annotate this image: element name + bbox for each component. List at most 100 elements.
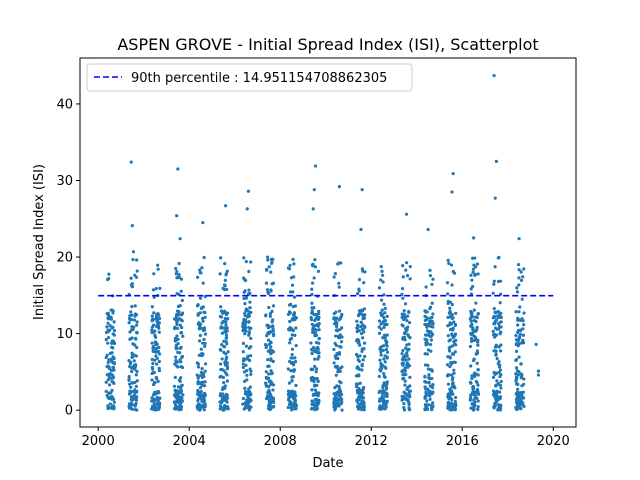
data-point <box>106 341 110 345</box>
data-point <box>245 378 249 382</box>
data-point <box>129 360 133 364</box>
data-point <box>332 400 336 404</box>
data-point <box>359 325 363 329</box>
data-point <box>450 332 454 336</box>
data-point <box>453 399 457 404</box>
data-point <box>242 320 246 324</box>
data-point <box>431 332 435 336</box>
data-point <box>400 287 405 291</box>
data-point <box>493 310 497 314</box>
data-point <box>381 383 385 388</box>
data-point <box>107 383 112 387</box>
data-point <box>129 337 133 341</box>
data-point <box>383 360 387 364</box>
data-point <box>201 328 206 333</box>
data-point <box>493 322 497 326</box>
data-point <box>402 395 406 399</box>
data-point <box>472 404 476 408</box>
data-point <box>520 297 524 301</box>
data-point <box>453 360 457 364</box>
data-point <box>247 358 251 362</box>
data-point <box>179 376 183 380</box>
data-point <box>197 339 202 343</box>
data-point <box>110 358 114 362</box>
data-point <box>431 277 435 281</box>
data-point <box>497 324 502 329</box>
data-point <box>104 389 108 393</box>
data-point <box>428 273 433 278</box>
data-point <box>268 314 272 318</box>
data-point <box>177 261 181 266</box>
data-point <box>468 398 472 402</box>
data-point <box>406 325 410 329</box>
data-point <box>313 364 317 369</box>
data-point <box>381 403 386 407</box>
data-point <box>516 404 520 408</box>
data-point <box>428 268 432 272</box>
data-point <box>517 370 521 374</box>
data-point <box>309 318 314 322</box>
data-point <box>154 347 158 351</box>
data-point <box>174 345 178 349</box>
data-point <box>151 346 155 351</box>
data-point <box>175 334 179 338</box>
data-point <box>362 407 366 412</box>
data-point <box>105 325 109 329</box>
data-point <box>454 338 458 342</box>
data-point <box>263 342 268 347</box>
data-point <box>202 255 206 260</box>
data-point <box>476 407 480 411</box>
data-point <box>249 310 253 315</box>
data-point <box>357 289 361 293</box>
data-point <box>317 309 321 313</box>
data-point <box>269 407 273 411</box>
data-point <box>377 286 382 290</box>
data-point <box>249 326 253 331</box>
data-point <box>223 384 227 388</box>
data-point <box>264 396 269 401</box>
data-point <box>333 354 337 358</box>
data-point <box>316 269 321 273</box>
data-point <box>104 380 108 384</box>
data-point <box>156 267 160 271</box>
data-point <box>381 312 385 316</box>
data-point <box>288 319 292 324</box>
data-point <box>178 237 182 241</box>
data-point <box>110 339 114 343</box>
data-point <box>361 396 366 400</box>
data-point <box>265 255 270 259</box>
data-point <box>201 341 205 345</box>
data-point <box>472 357 476 361</box>
data-point <box>226 407 230 411</box>
data-point <box>150 305 154 309</box>
data-point <box>268 311 273 316</box>
data-point <box>180 365 185 370</box>
data-point <box>201 400 205 404</box>
data-point <box>425 317 429 321</box>
data-point <box>203 294 207 299</box>
data-point <box>426 367 431 371</box>
data-point <box>174 317 178 321</box>
data-point <box>401 361 406 365</box>
data-point <box>245 402 250 407</box>
data-point <box>246 391 250 395</box>
data-point <box>112 328 117 333</box>
data-point <box>475 361 479 365</box>
data-point <box>198 333 202 338</box>
data-point <box>128 364 132 369</box>
data-point <box>402 390 406 394</box>
data-point <box>378 358 382 362</box>
data-point <box>380 363 385 367</box>
data-point <box>405 397 409 401</box>
data-point <box>424 393 428 397</box>
data-point <box>445 363 450 367</box>
data-point <box>288 263 292 267</box>
data-point <box>266 331 270 335</box>
data-point <box>293 315 297 319</box>
data-point <box>474 301 478 305</box>
data-point <box>448 306 452 310</box>
data-point <box>448 394 452 398</box>
data-point <box>521 327 525 331</box>
data-point <box>515 401 519 405</box>
data-point <box>110 396 115 400</box>
